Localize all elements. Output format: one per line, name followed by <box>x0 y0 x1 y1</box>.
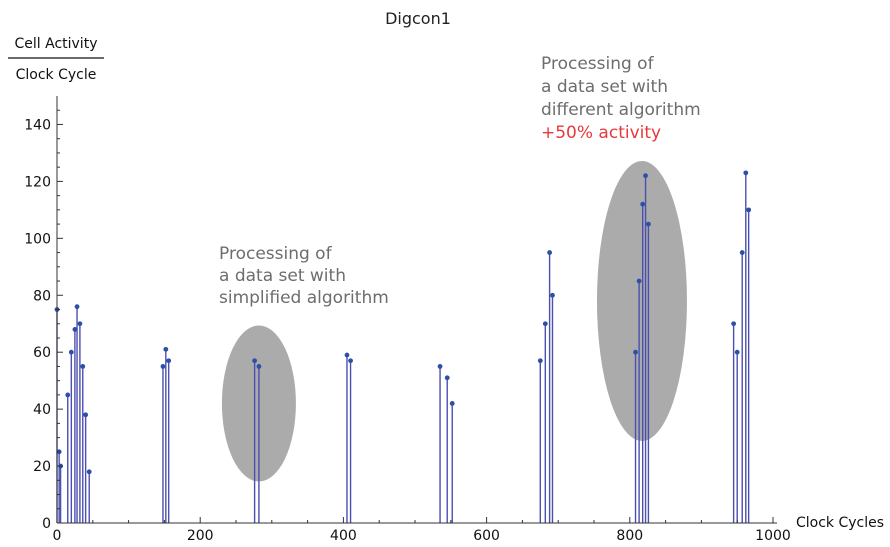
y-tick-label-0: 0 <box>42 516 51 532</box>
point-33 <box>743 170 749 176</box>
point-8 <box>80 364 86 369</box>
annotation-ellipses <box>221 160 687 482</box>
y-tick-label-5: 100 <box>24 231 51 247</box>
point-11 <box>160 364 166 369</box>
point-31 <box>734 349 740 355</box>
annotation-simplified: Processing of a data set with simplified… <box>219 244 389 308</box>
point-21 <box>537 358 543 364</box>
point-14 <box>252 358 258 364</box>
y-tick-label-6: 120 <box>24 174 51 190</box>
point-30 <box>731 321 737 327</box>
x-tick-label-5: 1000 <box>755 528 791 544</box>
point-13 <box>166 358 172 364</box>
point-29 <box>646 221 651 227</box>
y-axis-label-numerator: Cell Activity <box>15 36 98 52</box>
point-7 <box>77 321 83 327</box>
point-17 <box>348 358 353 364</box>
y-tick-label-4: 80 <box>33 288 51 304</box>
annotation-different-line-3: different algorithm <box>541 100 701 120</box>
point-26 <box>636 278 642 284</box>
point-15 <box>256 364 262 369</box>
point-22 <box>542 321 548 327</box>
point-28 <box>643 173 648 179</box>
point-5 <box>72 327 78 332</box>
point-16 <box>344 352 350 358</box>
point-23 <box>547 250 553 255</box>
annotation-simplified-line-2: a data set with <box>219 266 346 286</box>
y-tick-label-7: 140 <box>24 117 51 133</box>
annotation-different: Processing of a data set with different … <box>541 54 701 143</box>
point-20 <box>449 401 455 406</box>
annotation-different-line-1: Processing of <box>541 54 655 74</box>
annotation-simplified-line-3: simplified algorithm <box>219 288 389 308</box>
y-axis-ticks: 0 20 40 60 80 100 120 140 <box>24 109 63 532</box>
point-25 <box>633 349 638 355</box>
annotation-ellipse-2 <box>596 160 687 441</box>
y-tick-label-2: 40 <box>33 402 51 418</box>
annotation-different-line-2: a data set with <box>541 77 668 97</box>
y-tick-label-1: 20 <box>33 459 51 475</box>
point-10 <box>86 469 92 475</box>
x-tick-label-2: 400 <box>330 528 357 544</box>
point-32 <box>739 250 745 255</box>
annotation-different-highlight: +50% activity <box>541 123 661 143</box>
point-6 <box>74 304 80 310</box>
x-tick-label-3: 600 <box>473 528 500 544</box>
x-tick-label-1: 200 <box>187 528 214 544</box>
y-tick-label-3: 60 <box>33 345 51 361</box>
point-4 <box>68 349 74 355</box>
marker-series <box>54 170 752 475</box>
x-axis-ticks: 0 200 400 600 800 1000 <box>53 517 791 544</box>
annotation-simplified-line-1: Processing of <box>219 244 333 264</box>
point-3 <box>65 392 71 398</box>
point-18 <box>437 364 443 369</box>
point-9 <box>83 412 89 418</box>
point-12 <box>163 346 169 352</box>
point-19 <box>444 375 450 381</box>
point-24 <box>550 292 555 298</box>
y-axis-label-denominator: Clock Cycle <box>16 67 97 83</box>
x-tick-label-0: 0 <box>53 528 62 544</box>
x-axis-label: Clock Cycles <box>796 515 884 531</box>
chart-title: Digcon1 <box>385 9 451 28</box>
bar-series <box>56 172 750 523</box>
point-34 <box>746 207 752 213</box>
x-tick-label-4: 800 <box>616 528 643 544</box>
point-27 <box>640 201 646 207</box>
